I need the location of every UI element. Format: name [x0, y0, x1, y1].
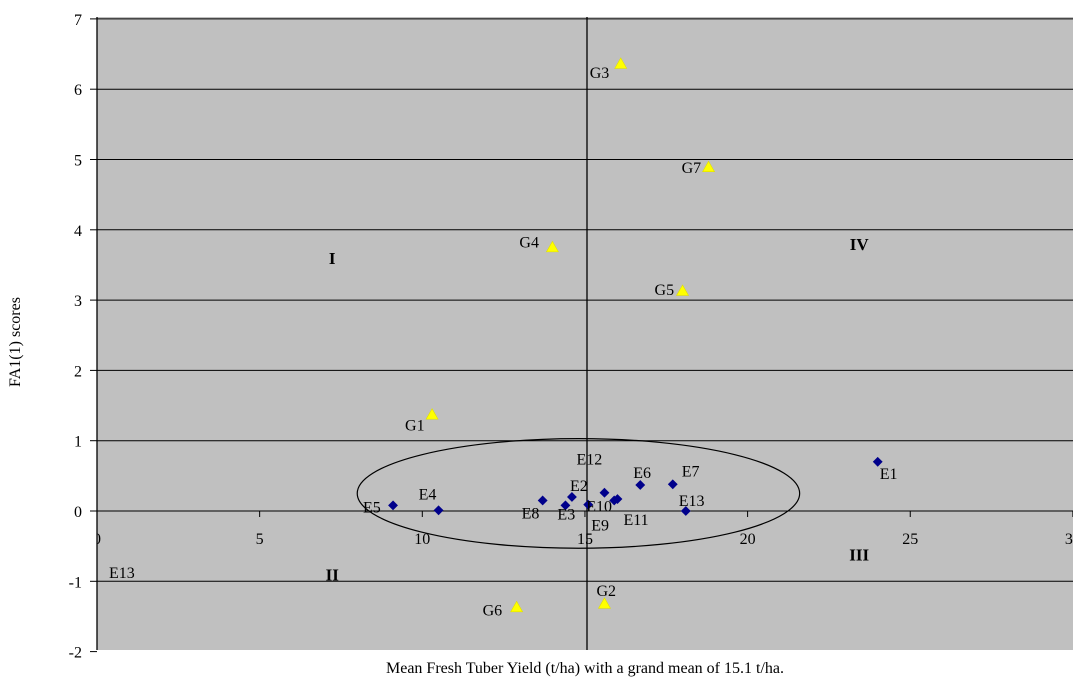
point-label-G1: G1 [405, 418, 425, 435]
point-label-E5: E5 [363, 499, 381, 516]
point-label-E10: E10 [586, 498, 612, 515]
point-G7 [702, 160, 716, 173]
point-label-G2: G2 [596, 583, 616, 600]
point-G5 [676, 284, 690, 296]
quadrant-label-II: II [326, 565, 340, 584]
point-label-E1: E1 [880, 466, 898, 483]
quadrant-label-I: I [329, 249, 336, 268]
point-label-E8: E8 [522, 505, 540, 522]
x-tick-label-10: 10 [414, 531, 430, 548]
point-G4 [545, 240, 559, 253]
x-tick-label-5: 5 [256, 531, 264, 548]
plot-area [97, 17, 1073, 650]
y-tick-label--1: -1 [69, 574, 82, 591]
point-label-G7: G7 [682, 160, 702, 177]
y-tick-label-7: 7 [74, 12, 82, 29]
ellipse-group [356, 437, 801, 549]
point-E3 [560, 500, 571, 511]
y-tick-label-5: 5 [74, 153, 82, 170]
point-label-E4: E4 [419, 486, 437, 503]
data-points [388, 57, 883, 613]
extra-label-0: E13 [109, 565, 135, 582]
point-label-E9: E9 [591, 518, 609, 535]
tick-labels: 0 5 10 15 20 25 30 [93, 531, 1073, 548]
x-tick-label-25: 25 [902, 531, 918, 548]
point-E12 [599, 487, 610, 498]
point-E5 [388, 500, 398, 511]
grouping-ellipse [356, 437, 801, 549]
point-label-G6: G6 [483, 602, 503, 619]
point-E9 [583, 499, 594, 510]
x-tick-label-0: 0 [93, 531, 101, 548]
point-labels: E1 E2 E3 E4 E5 E6 E7 E8 E9 E10 E11 E12 E13 G1 G2 G3 G4 G5… [109, 65, 897, 619]
point-label-E13: E13 [679, 493, 705, 510]
point-label-E12: E12 [576, 452, 602, 469]
point-label-G3: G3 [590, 65, 610, 82]
point-G3 [614, 57, 628, 69]
point-label-E3: E3 [557, 506, 575, 523]
y-tick-label--2: -2 [69, 645, 82, 662]
point-G2 [597, 597, 611, 609]
y-tick-label-1: 1 [74, 434, 82, 451]
point-E4 [433, 505, 444, 516]
quadrant-label-III: III [849, 546, 869, 565]
point-label-E2: E2 [570, 478, 588, 495]
point-label-G5: G5 [655, 282, 675, 299]
point-label-G4: G4 [519, 234, 539, 251]
x-tick-label-15: 15 [577, 531, 593, 548]
y-tick-labels: -2 -1 0 1 2 3 4 5 6 7 [69, 12, 82, 662]
y-axis-title: FA1(1) scores [7, 297, 24, 387]
x-axis-title: Mean Fresh Tuber Yield (t/ha) with a gra… [386, 660, 784, 677]
point-G1 [425, 408, 439, 420]
axes [90, 17, 1073, 653]
y-tick-label-3: 3 [74, 293, 82, 310]
y-tick-label-6: 6 [74, 82, 82, 99]
point-E13 [680, 506, 691, 516]
point-G6 [510, 600, 524, 613]
y-tick-label-2: 2 [74, 363, 82, 380]
x-tick-label-30: 30 [1065, 531, 1073, 548]
point-label-E6: E6 [633, 465, 651, 482]
point-E11 [612, 494, 623, 504]
y-tick-label-0: 0 [74, 504, 82, 521]
point-E2 [567, 492, 577, 502]
point-E6 [635, 480, 646, 490]
point-E8 [537, 495, 548, 506]
point-E7 [667, 479, 678, 490]
x-tick-label-20: 20 [740, 531, 756, 548]
point-label-E7: E7 [682, 463, 700, 480]
y-tick-label-4: 4 [74, 223, 82, 240]
quadrant-label-IV: IV [850, 235, 870, 254]
point-E1 [872, 456, 883, 467]
point-label-E11: E11 [623, 512, 648, 529]
